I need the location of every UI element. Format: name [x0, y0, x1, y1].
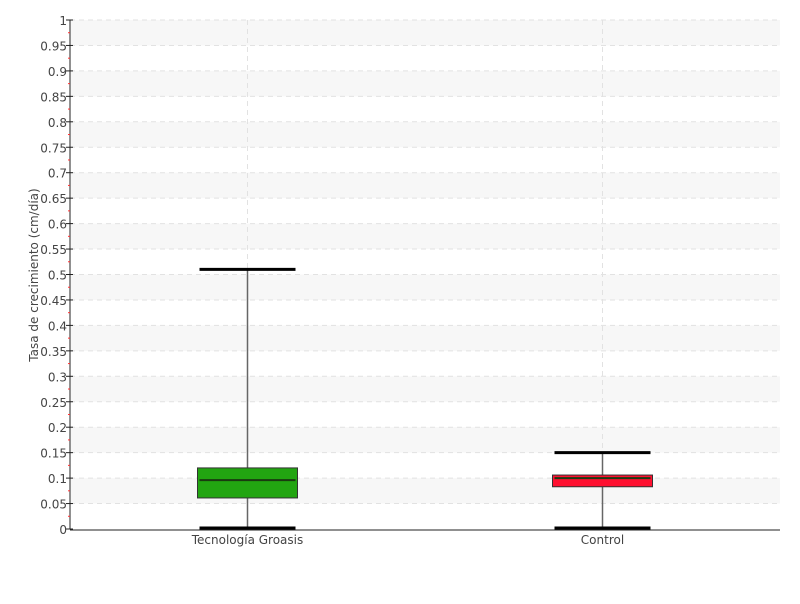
y-axis-label: Tasa de crecimiento (cm/día)	[27, 188, 41, 362]
y-tick-label: 0.3	[48, 370, 67, 384]
background-band	[71, 274, 780, 300]
y-tick-label: 0.05	[40, 498, 67, 512]
y-axis: 0 0.05 0.1 0.15 0.2 0.25 0.3 0.35 0.4 0.45 0.5 0.55…	[40, 14, 73, 537]
x-tick-label: Control	[581, 533, 624, 547]
y-tick-label: 0.45	[40, 294, 67, 308]
y-tick-label: 0.8	[48, 116, 67, 130]
x-tick-label: Tecnología Groasis	[191, 533, 304, 547]
y-tick-label: 0	[59, 523, 67, 537]
background-band	[71, 121, 780, 148]
background-band	[71, 325, 780, 351]
background-band	[71, 172, 780, 199]
y-tick-label: 0.35	[40, 345, 67, 359]
background-band	[71, 478, 780, 504]
background-band	[71, 20, 780, 46]
box-iqr	[552, 474, 653, 488]
y-tick-label: 0.2	[48, 421, 67, 435]
y-tick-label: 0.95	[40, 39, 67, 53]
y-tick-label: 0.65	[40, 192, 67, 206]
background-band	[71, 376, 780, 402]
box-iqr	[197, 467, 298, 499]
background-band	[71, 70, 780, 97]
y-tick-label: 0.1	[48, 472, 67, 486]
y-tick-label: 0.6	[48, 218, 67, 232]
y-tick-label: 0.7	[48, 167, 67, 181]
background-band	[71, 427, 780, 453]
y-tick-label: 1	[59, 14, 67, 28]
background-bands	[71, 20, 780, 504]
y-tick-label: 0.15	[40, 447, 67, 461]
y-tick-label: 0.9	[48, 65, 67, 79]
y-tick-label: 0.85	[40, 90, 67, 104]
y-tick-label: 0.5	[48, 269, 67, 283]
y-tick-label: 0.25	[40, 396, 67, 410]
y-tick-label: 0.75	[40, 141, 67, 155]
boxes	[197, 267, 653, 530]
background-band	[71, 223, 780, 250]
y-tick-label: 0.55	[40, 243, 67, 257]
x-axis: Tecnología Groasis Control	[70, 529, 780, 547]
y-tick-label: 0.4	[48, 319, 67, 333]
